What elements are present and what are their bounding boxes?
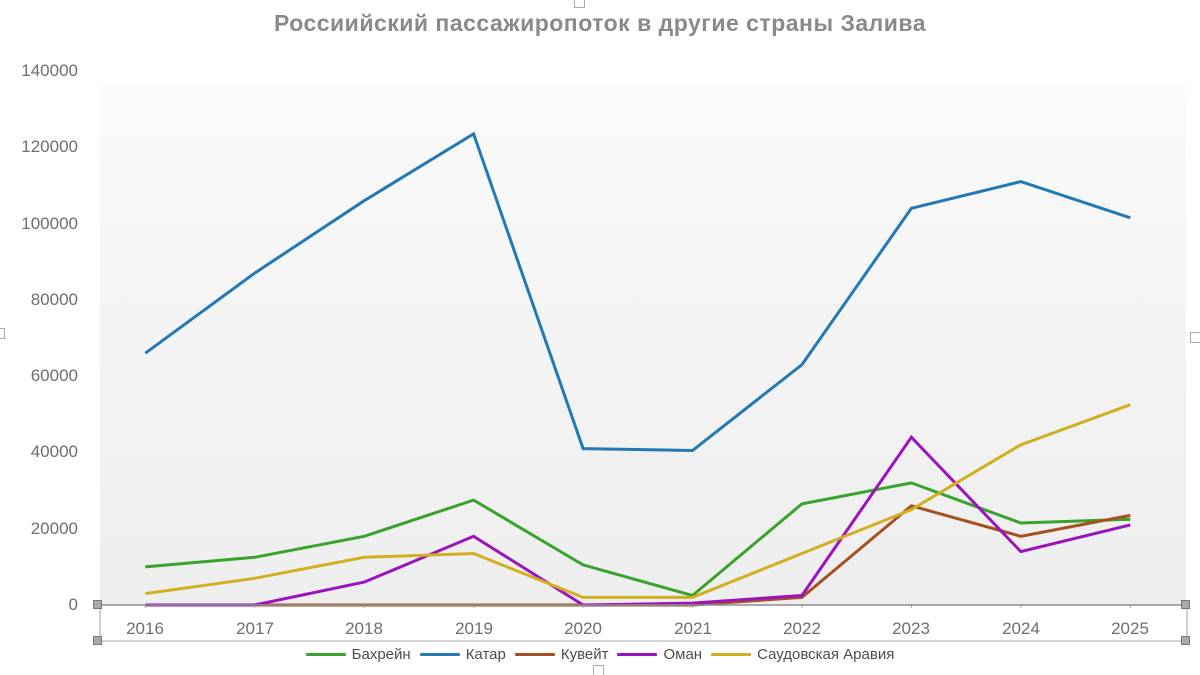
x-tick-label: 2024 xyxy=(1002,619,1040,638)
selection-handle-axis-left-bottom[interactable] xyxy=(93,636,102,645)
legend-item-1[interactable]: Катар xyxy=(419,646,506,663)
resize-handle-left-middle[interactable] xyxy=(0,328,5,339)
resize-handle-top-center[interactable] xyxy=(574,0,585,8)
legend-swatch xyxy=(514,653,555,656)
legend-label: Саудовская Аравия xyxy=(757,646,895,663)
x-tick-label: 2017 xyxy=(236,619,274,638)
legend-item-0[interactable]: Бахрейн xyxy=(305,646,411,663)
y-tick-label: 60000 xyxy=(30,366,78,385)
x-tick-label: 2021 xyxy=(674,619,712,638)
legend-label: Бахрейн xyxy=(351,646,411,663)
legend-swatch xyxy=(419,653,460,656)
legend-label: Катар xyxy=(465,646,506,663)
legend-label: Оман xyxy=(663,646,703,663)
selection-handle-axis-right-bottom[interactable] xyxy=(1181,636,1190,645)
series-line-1[interactable] xyxy=(144,131,1131,453)
y-tick-label: 120000 xyxy=(21,137,78,156)
legend-item-3[interactable]: Оман xyxy=(617,646,702,663)
selection-handle-axis-left-top[interactable] xyxy=(93,600,102,609)
legend-label: Кувейт xyxy=(560,646,609,663)
legend-swatch xyxy=(617,653,658,656)
series-line-0[interactable] xyxy=(145,481,1131,598)
x-tick-label: 2022 xyxy=(783,619,821,638)
legend-item-2[interactable]: Кувейт xyxy=(514,646,609,663)
x-tick-label: 2018 xyxy=(345,619,383,638)
x-tick-label: 2019 xyxy=(455,619,493,638)
y-tick-label: 100000 xyxy=(21,214,78,233)
legend-item-4[interactable]: Саудовская Аравия xyxy=(711,646,894,663)
selection-handle-axis-right-top[interactable] xyxy=(1181,600,1190,609)
resize-handle-bottom-center[interactable] xyxy=(593,665,604,675)
x-tick-label: 2025 xyxy=(1111,619,1149,638)
x-tick-label: 2016 xyxy=(126,619,164,638)
chart-title[interactable]: Россиийский пассажиропоток в другие стра… xyxy=(273,10,927,36)
resize-handle-right-middle[interactable] xyxy=(1190,332,1200,343)
x-tick-label: 2023 xyxy=(892,619,930,638)
chart-wall[interactable] xyxy=(100,85,1186,605)
legend-swatch xyxy=(305,653,346,656)
legend: Бахрейн Катар Кувейт Оман Саудовская Аравия xyxy=(0,646,1200,663)
y-tick-label: 140000 xyxy=(21,61,78,80)
y-tick-label: 40000 xyxy=(30,442,78,461)
y-tick-label: 20000 xyxy=(30,519,78,538)
series-line-4[interactable] xyxy=(145,403,1131,599)
y-tick-label: 80000 xyxy=(30,290,78,309)
x-tick-label: 2020 xyxy=(564,619,602,638)
y-tick-label: 0 xyxy=(68,595,78,614)
series-line-3[interactable] xyxy=(145,434,1131,607)
legend-swatch xyxy=(711,653,752,656)
